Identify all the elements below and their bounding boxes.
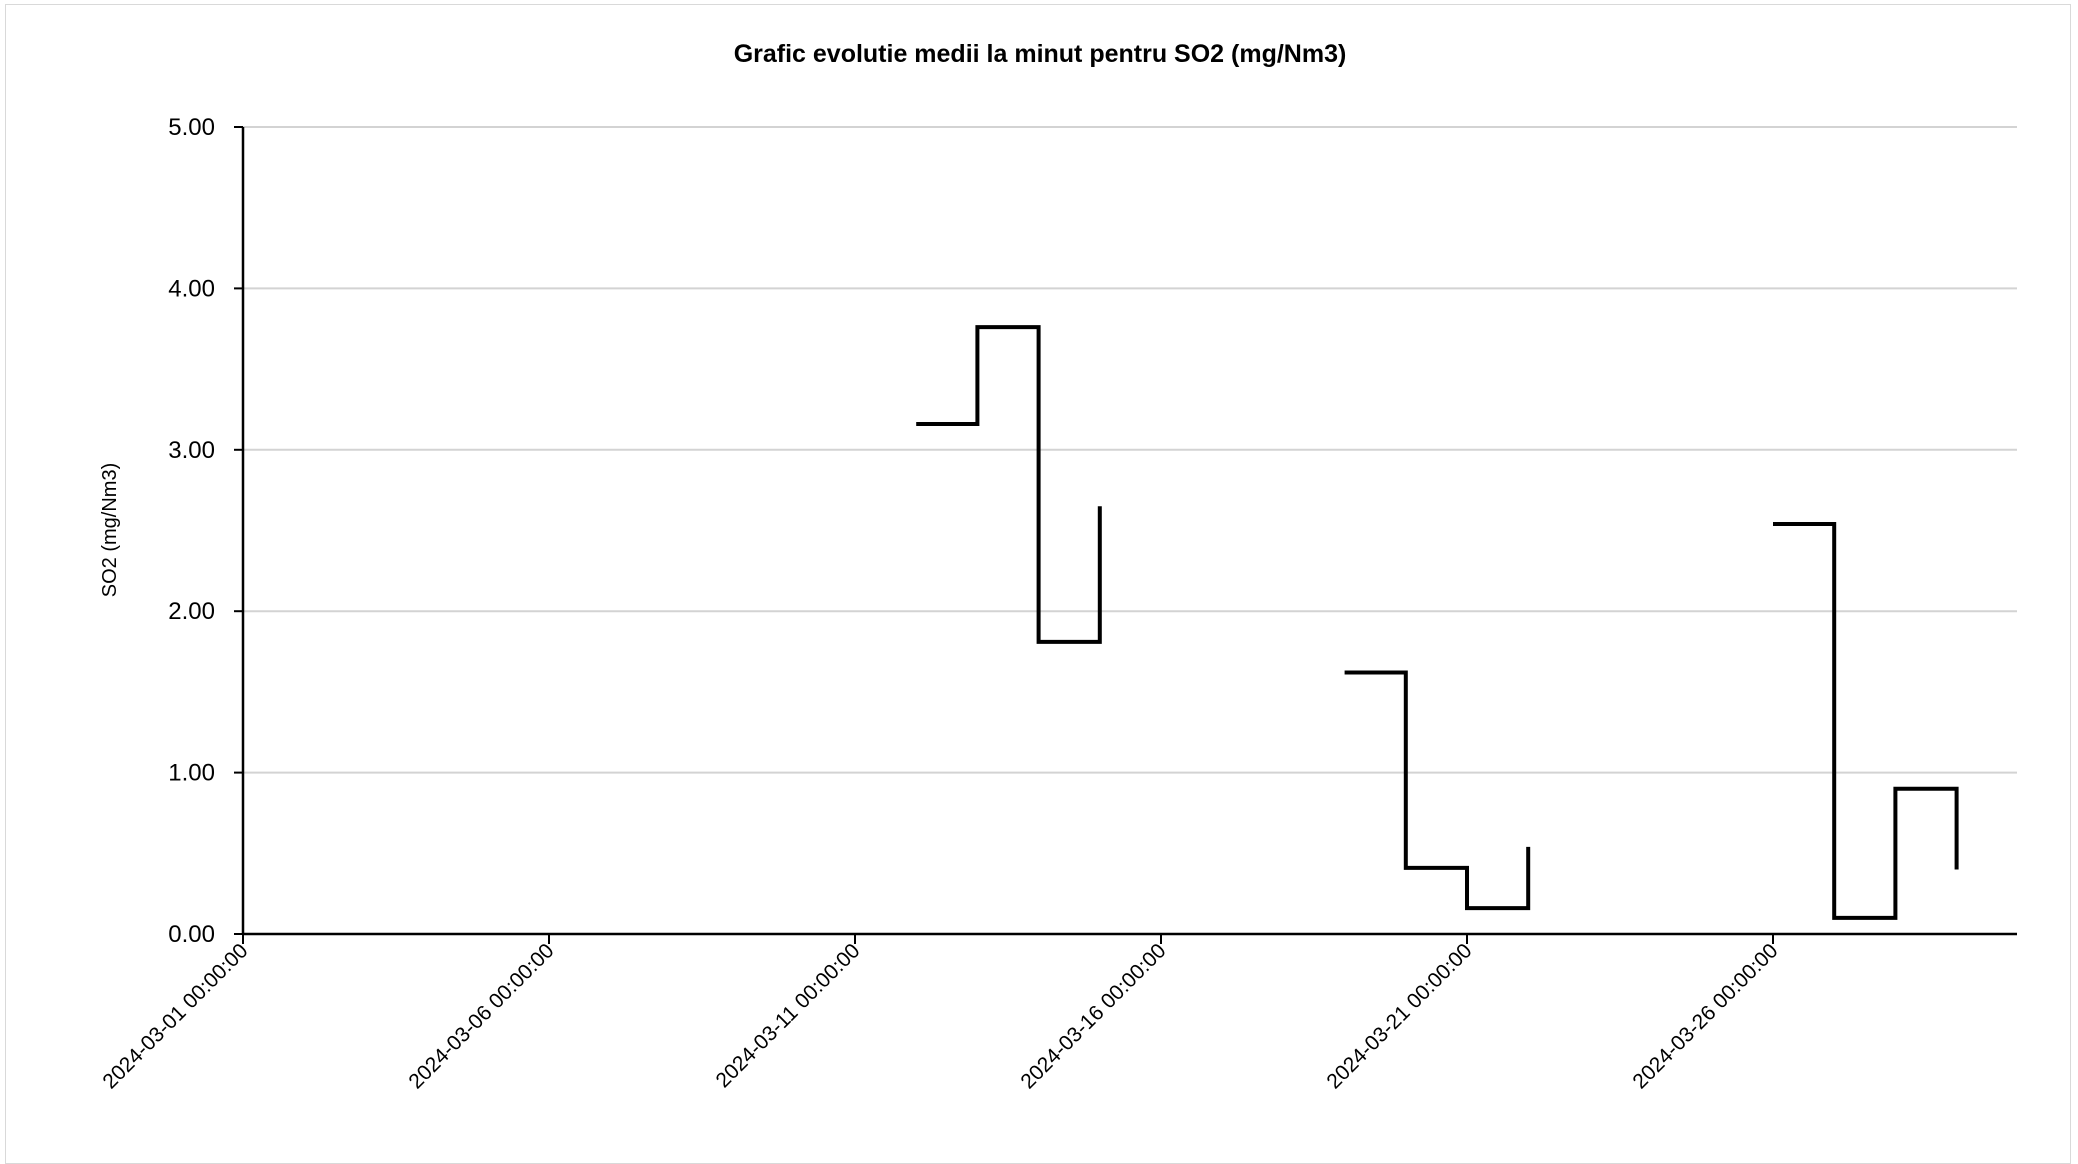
chart-title: Grafic evolutie medii la minut pentru SO… [734, 40, 1347, 68]
gridlines [243, 126, 2017, 774]
x-axis-ticks: 2024-03-01 00:00:00 2024-03-06 00:00:00 20… [98, 934, 1783, 1093]
series-line-segment [1344, 670, 1531, 911]
x-tick-label: 2024-03-11 00:00:00 [711, 939, 864, 1092]
y-axis-ticks: 0.00 1.00 2.00 3.00 4.00 5.00 [168, 114, 243, 948]
series-line-segment [1773, 522, 1959, 920]
y-tick-label: 3.00 [168, 437, 215, 464]
series-group [916, 325, 1959, 920]
x-tick-label: 2024-03-26 00:00:00 [1628, 939, 1782, 1093]
y-tick-label: 5.00 [168, 114, 215, 141]
y-axis-label: SO2 (mg/Nm3) [99, 463, 121, 597]
x-tick-label: 2024-03-16 00:00:00 [1016, 939, 1170, 1093]
x-tick-label: 2024-03-06 00:00:00 [404, 939, 558, 1093]
x-tick-label: 2024-03-01 00:00:00 [98, 939, 252, 1093]
x-tick-label: 2024-03-21 00:00:00 [1322, 939, 1476, 1093]
y-tick-label: 0.00 [168, 921, 215, 948]
y-tick-label: 2.00 [168, 598, 215, 625]
y-tick-label: 4.00 [168, 275, 215, 302]
y-tick-label: 1.00 [168, 760, 215, 787]
series-line-segment [916, 325, 1102, 644]
